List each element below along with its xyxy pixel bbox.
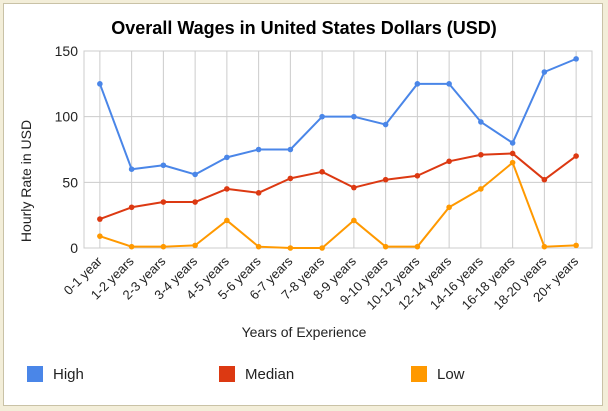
data-point-low-8 [351, 217, 357, 224]
data-point-high-1 [128, 166, 135, 172]
data-point-high-6 [287, 146, 294, 153]
data-point-median-12 [478, 151, 484, 158]
legend-item-low: Low [411, 364, 465, 384]
data-point-high-3 [192, 171, 198, 178]
legend-item-high: High [27, 364, 84, 384]
data-point-low-14 [541, 243, 548, 250]
data-point-low-7 [319, 245, 325, 251]
data-point-low-3 [192, 242, 198, 249]
legend-swatch-median [219, 366, 235, 382]
data-point-median-4 [224, 186, 230, 192]
data-point-high-8 [351, 113, 357, 120]
data-point-median-15 [573, 153, 579, 159]
data-point-median-8 [351, 184, 357, 191]
data-point-high-12 [478, 119, 484, 125]
y-tick-label-100: 100 [55, 109, 79, 125]
line-chart: Overall Wages in United States Dollars (… [18, 18, 593, 340]
data-point-median-1 [128, 204, 135, 211]
data-point-high-14 [541, 69, 548, 75]
data-point-low-0 [97, 233, 103, 239]
data-point-high-9 [382, 121, 389, 128]
data-point-median-13 [509, 150, 516, 157]
y-tick-label-50: 50 [62, 174, 78, 190]
data-point-high-5 [255, 146, 262, 153]
plot-area-border [83, 50, 593, 249]
data-point-low-9 [382, 243, 389, 250]
data-point-median-2 [160, 199, 167, 205]
y-tick-label-0: 0 [70, 240, 78, 256]
chart-title: Overall Wages in United States Dollars (… [111, 18, 496, 38]
data-point-median-3 [192, 199, 198, 205]
data-point-low-15 [573, 242, 579, 249]
data-point-median-11 [446, 158, 452, 165]
data-point-high-10 [414, 81, 421, 87]
x-axis-label: Years of Experience [242, 324, 367, 340]
series-line-high [98, 57, 577, 176]
y-tick-label-150: 150 [55, 43, 79, 59]
data-point-high-15 [573, 56, 579, 62]
data-point-low-6 [287, 245, 294, 251]
data-point-low-10 [414, 243, 421, 250]
data-point-low-13 [509, 159, 516, 166]
data-point-median-14 [541, 176, 548, 183]
legend-label-high: High [53, 365, 84, 383]
data-point-low-2 [160, 243, 167, 250]
data-point-median-5 [255, 190, 262, 196]
data-point-median-7 [319, 169, 325, 175]
legend-label-low: Low [437, 365, 465, 383]
y-axis-label: Hourly Rate in USD [18, 120, 34, 242]
series-line-low [99, 161, 577, 249]
data-point-median-6 [287, 175, 294, 182]
data-point-median-10 [414, 172, 421, 179]
legend-swatch-high [27, 366, 43, 382]
legend-label-median: Median [245, 365, 295, 383]
data-point-high-0 [97, 81, 103, 87]
data-point-high-11 [446, 81, 452, 87]
data-point-low-12 [478, 186, 484, 192]
data-point-low-1 [128, 243, 135, 250]
data-point-low-11 [446, 204, 452, 211]
data-point-high-7 [319, 113, 325, 120]
chart-frame: Overall Wages in United States Dollars (… [3, 3, 603, 406]
series-line-median [99, 152, 577, 221]
data-point-low-4 [224, 217, 230, 224]
data-point-high-2 [160, 162, 167, 169]
legend-item-median: Median [219, 364, 294, 384]
data-point-median-9 [382, 176, 389, 183]
legend-swatch-low [411, 366, 427, 382]
data-point-low-5 [255, 243, 262, 250]
data-point-median-0 [97, 216, 103, 222]
data-point-high-13 [509, 140, 516, 146]
data-point-high-4 [224, 154, 230, 161]
